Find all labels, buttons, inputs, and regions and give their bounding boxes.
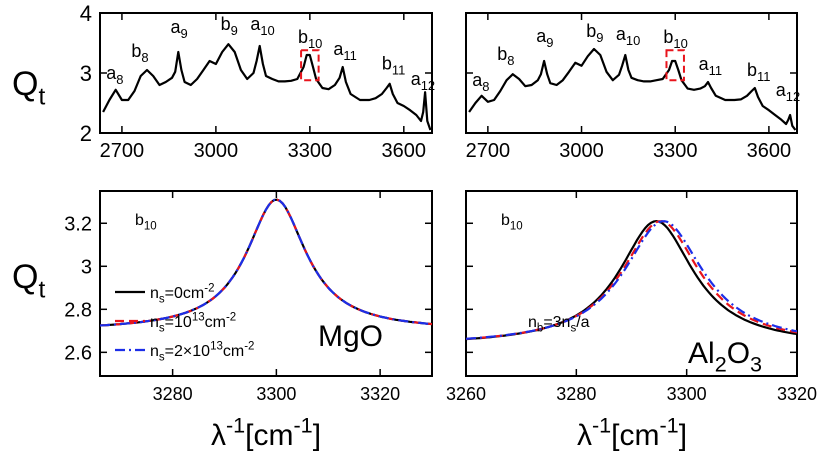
y-tick-label: 3 (81, 256, 92, 278)
peak-label: a11 (333, 39, 356, 63)
peak-label: b10 (501, 212, 523, 232)
highlight-box (665, 49, 685, 82)
series-line-dashdot (466, 220, 797, 340)
series-line-dash (100, 198, 432, 327)
peak-label: b10 (298, 27, 322, 51)
peak-label: b11 (747, 60, 770, 84)
x-tick-label: 3300 (667, 384, 707, 404)
x-tick-label: 3300 (288, 140, 333, 162)
y-tick-label: 3 (80, 61, 92, 86)
x-tick-label: 3000 (559, 140, 604, 162)
peak-label: b8 (131, 41, 148, 65)
peak-label: a12 (411, 69, 435, 93)
y-tick-label: 2.8 (64, 299, 92, 321)
material-label-mgo: MgO (318, 320, 383, 353)
x-axis-label: λ-1[cm-1] (577, 412, 687, 452)
peak-label: a11 (699, 54, 722, 78)
peak-label: b8 (497, 44, 514, 68)
peak-label: a10 (250, 14, 274, 38)
x-tick-label: 2700 (466, 140, 511, 162)
series-line-dashdot (100, 198, 432, 327)
y-tick-label: 2 (80, 121, 92, 146)
y-axis-label: Qt (12, 258, 45, 304)
y-tick-label: 4 (80, 1, 92, 26)
peak-label: a8 (472, 70, 489, 94)
x-tick-label: 3280 (153, 384, 193, 404)
highlight-box (300, 49, 320, 82)
series-line-solid (100, 198, 432, 327)
y-tick-label: 2.6 (64, 342, 92, 364)
series-line-dash (466, 220, 797, 340)
y-tick-label: 3.2 (64, 213, 92, 235)
x-tick-label: 3260 (446, 384, 486, 404)
series-line-solid (466, 219, 797, 341)
x-tick-label: 3600 (382, 140, 427, 162)
peak-label: b11 (382, 53, 405, 77)
density-annotation: nb=3ns/a (528, 314, 590, 334)
peak-label: b9 (221, 14, 238, 38)
x-tick-label: 2700 (100, 140, 145, 162)
peak-label: b10 (135, 212, 157, 232)
legend-entry: ns=2×1013cm-2 (150, 340, 254, 363)
spectrum-line (468, 47, 797, 131)
peak-label: a10 (616, 24, 640, 48)
legend-entry: ns=1013cm-2 (150, 311, 236, 334)
y-axis-label: Qt (12, 65, 45, 111)
peak-label: a8 (106, 63, 123, 87)
x-tick-label: 3000 (194, 140, 239, 162)
legend-entry: ns=0cm-2 (150, 282, 215, 305)
material-label-al2o3: Al2O3 (688, 337, 762, 376)
plot-frame (99, 190, 433, 377)
peak-label: a9 (536, 26, 553, 50)
x-tick-label: 3320 (360, 384, 400, 404)
plot-frame (465, 190, 798, 377)
peak-label: b9 (586, 21, 603, 45)
x-tick-label: 3320 (777, 384, 817, 404)
spectrum-line (102, 43, 432, 131)
peak-label: a12 (776, 80, 800, 104)
x-axis-label: λ-1[cm-1] (211, 412, 321, 452)
x-tick-label: 3600 (747, 140, 792, 162)
peak-label: a9 (170, 17, 187, 41)
x-tick-label: 3300 (653, 140, 698, 162)
x-tick-label: 3300 (256, 384, 296, 404)
x-tick-label: 3280 (556, 384, 596, 404)
peak-label: b10 (663, 27, 687, 51)
